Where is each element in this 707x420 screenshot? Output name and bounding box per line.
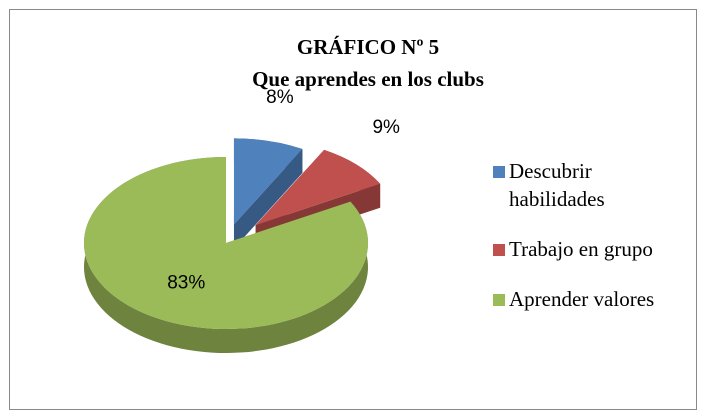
data-label: 83% (167, 273, 205, 294)
legend-swatch (493, 166, 505, 178)
pie-slice (233, 138, 303, 225)
chart-subtitle: Que aprendes en los clubs (252, 67, 484, 91)
legend-item: Descubrir habilidades (493, 157, 703, 213)
data-label: 8% (266, 87, 294, 108)
pie-slice (84, 157, 369, 329)
data-label: 9% (372, 117, 400, 138)
legend-item: Trabajo en grupo (493, 235, 703, 263)
pie-slice (255, 149, 381, 226)
legend-swatch (493, 244, 505, 256)
legend-swatch (493, 294, 505, 306)
legend-label: Descubrir habilidades (509, 159, 605, 211)
legend: Descubrir habilidades Trabajo en grupo Apr… (493, 157, 703, 313)
pie-side (233, 149, 303, 249)
legend-label: Trabajo en grupo (509, 237, 653, 261)
chart-title: GRÁFICO Nº 5 (297, 35, 439, 59)
legend-label: Aprender valores (509, 287, 655, 311)
legend-item: Aprender valores (493, 285, 703, 313)
